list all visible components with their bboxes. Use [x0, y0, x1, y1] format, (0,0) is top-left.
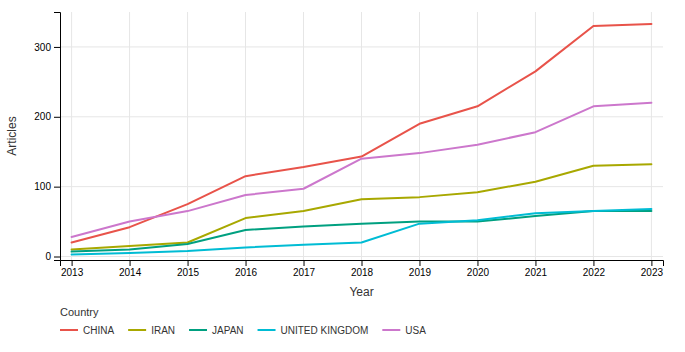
x-tick-label: 2017 — [293, 267, 316, 278]
x-tick-mark — [188, 260, 189, 266]
x-axis: 2013 2014 2015 2016 2017 2018 2019 2020 2021 2022… — [61, 260, 664, 278]
x-tick: 2014 — [119, 260, 142, 278]
x-tick-label: 2020 — [467, 267, 490, 278]
legend: Country CHINA IRAN JAPAN UNITED KINGDOM USA — [60, 306, 426, 336]
y-tick-mark — [54, 47, 60, 48]
x-tick-label: 2016 — [235, 267, 258, 278]
x-tick: 2022 — [583, 260, 606, 278]
grid-line-x — [651, 12, 652, 260]
x-tick: 2018 — [351, 260, 374, 278]
y-axis: 0 100 200 300 — [34, 13, 60, 263]
grid-line-x — [245, 12, 246, 260]
x-tick-mark — [419, 260, 420, 266]
legend-label: CHINA — [83, 325, 114, 336]
grid-line-x — [129, 12, 130, 260]
y-axis-line — [54, 13, 61, 261]
x-tick-mark — [246, 260, 247, 266]
legend-title: Country — [60, 306, 99, 318]
x-tick-label: 2015 — [177, 267, 200, 278]
x-tick: 2013 — [61, 260, 84, 278]
legend-item: CHINA — [60, 325, 114, 336]
legend-item: IRAN — [128, 325, 175, 336]
legend-swatch — [128, 329, 146, 331]
legend-label: IRAN — [151, 325, 175, 336]
x-tick-label: 2014 — [119, 267, 142, 278]
series-line — [72, 24, 652, 243]
x-tick: 2015 — [177, 260, 200, 278]
y-tick-label: 300 — [34, 42, 51, 53]
lines — [72, 24, 652, 255]
x-axis-title: Year — [349, 285, 373, 299]
x-tick-label: 2019 — [409, 267, 432, 278]
y-tick: 0 — [45, 251, 60, 262]
x-tick-mark — [72, 260, 73, 266]
legend-swatch — [60, 329, 78, 331]
x-tick: 2016 — [235, 260, 258, 278]
legend-item: USA — [382, 325, 426, 336]
x-tick-mark — [130, 260, 131, 266]
grid-line-x — [303, 12, 304, 260]
legend-item: UNITED KINGDOM — [258, 325, 369, 336]
grid-line-x — [593, 12, 594, 260]
x-axis-line — [61, 261, 664, 267]
y-axis-title: Articles — [5, 116, 19, 155]
legend-label: USA — [405, 325, 426, 336]
y-tick: 300 — [34, 42, 60, 53]
grid-line-x — [477, 12, 478, 260]
y-tick-mark — [54, 257, 60, 258]
legend-item: JAPAN — [189, 325, 244, 336]
legend-swatch — [258, 329, 276, 331]
grid-line-x — [535, 12, 536, 260]
y-tick-label: 0 — [45, 251, 51, 262]
x-tick-mark — [304, 260, 305, 266]
x-tick: 2021 — [525, 260, 548, 278]
legend-label: JAPAN — [212, 325, 244, 336]
grid-line-x — [71, 12, 72, 260]
x-tick: 2019 — [409, 260, 432, 278]
x-tick-label: 2023 — [641, 267, 664, 278]
grid-line-x — [187, 12, 188, 260]
y-tick-label: 100 — [34, 181, 51, 192]
x-tick-label: 2021 — [525, 267, 548, 278]
grid — [60, 12, 663, 260]
series-line — [72, 164, 652, 249]
x-tick-mark — [362, 260, 363, 266]
x-tick: 2017 — [293, 260, 316, 278]
legend-label: UNITED KINGDOM — [281, 325, 369, 336]
y-tick-mark — [54, 187, 60, 188]
series-line — [72, 103, 652, 237]
legend-swatch — [189, 329, 207, 331]
x-tick: 2023 — [641, 260, 664, 278]
x-tick-mark — [593, 260, 594, 266]
x-tick-mark — [477, 260, 478, 266]
x-tick-mark — [535, 260, 536, 266]
legend-swatch — [382, 329, 400, 331]
y-tick: 100 — [34, 181, 60, 192]
y-tick: 200 — [34, 111, 60, 122]
y-tick-label: 200 — [34, 111, 51, 122]
x-tick-label: 2013 — [61, 267, 84, 278]
chart: 2013 2014 2015 2016 2017 2018 2019 2020 2021 2022… — [0, 0, 685, 352]
x-tick: 2020 — [467, 260, 490, 278]
x-tick-label: 2018 — [351, 267, 374, 278]
x-tick-label: 2022 — [583, 267, 606, 278]
x-tick-mark — [651, 260, 652, 266]
y-tick-mark — [54, 117, 60, 118]
plot: 2013 2014 2015 2016 2017 2018 2019 2020 2021 2022… — [34, 12, 663, 278]
